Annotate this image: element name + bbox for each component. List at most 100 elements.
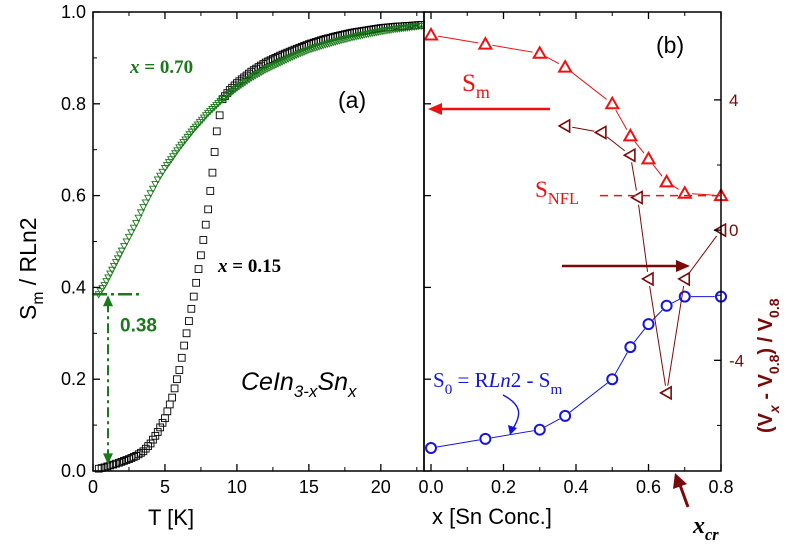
data-point <box>263 65 272 73</box>
data-point <box>141 199 150 207</box>
data-point <box>122 456 131 464</box>
data-point <box>622 147 636 163</box>
marker-bg <box>630 190 645 205</box>
data-point <box>199 236 208 244</box>
data-point <box>337 36 346 45</box>
y-tick-label: 1.0 <box>61 2 86 22</box>
data-point <box>234 83 244 91</box>
data-point <box>606 373 619 386</box>
panel-b: 0.0 0.2 0.4 0.6 0.8 4 0 -4 (Vx - V0.8) / V0.8 x [… <box>418 11 782 544</box>
y-tick-label: 0.6 <box>61 186 86 206</box>
y-axis-label-a: Sm / RLn2 <box>15 217 47 320</box>
data-point <box>269 62 279 70</box>
y-tick-label: 0.0 <box>61 461 86 481</box>
data-point <box>177 353 186 362</box>
x-axis-label-b: x [Sn Conc.] <box>432 504 552 529</box>
data-point <box>557 59 573 73</box>
data-point <box>112 459 120 468</box>
data-point <box>215 111 224 120</box>
data-point <box>104 274 113 282</box>
data-point <box>117 457 126 466</box>
data-point <box>312 44 322 52</box>
data-point <box>360 31 369 39</box>
data-point <box>296 50 305 58</box>
data-point <box>331 38 340 46</box>
marker-bg <box>594 125 609 140</box>
marker-bg <box>623 148 638 163</box>
data-point <box>292 51 301 60</box>
data-point <box>423 26 439 41</box>
data-point <box>253 71 262 79</box>
series-line <box>430 296 721 449</box>
marker-bg <box>659 385 674 401</box>
data-point <box>425 442 437 455</box>
right-axis-label: (Vx - V0.8) / V0.8 <box>755 298 782 433</box>
data-point <box>477 36 494 50</box>
x-tick-label: 0.2 <box>491 477 516 497</box>
arrow-head-down <box>103 453 113 465</box>
series-label-x015: x = 0.15 <box>217 256 281 277</box>
data-point <box>245 76 254 84</box>
data-point <box>127 229 136 237</box>
series-line <box>430 34 722 197</box>
data-point <box>323 40 332 49</box>
data-point <box>189 292 198 301</box>
data-point <box>286 54 295 62</box>
data-point <box>261 66 270 74</box>
data-point <box>284 55 293 63</box>
y-tick-label: 0.4 <box>61 277 86 297</box>
data-point <box>249 73 258 81</box>
data-point <box>151 181 160 189</box>
data-point <box>321 41 330 49</box>
data-point <box>288 53 297 61</box>
data-point <box>642 318 655 331</box>
x-tick-label: 0 <box>88 477 98 497</box>
data-point <box>206 187 215 195</box>
series-x015 <box>94 21 425 473</box>
data-point <box>251 72 260 80</box>
data-point <box>158 168 167 177</box>
series-sm <box>423 26 729 203</box>
data-point <box>168 393 177 402</box>
marker-bg <box>641 271 656 287</box>
data-point <box>660 299 673 312</box>
data-point <box>349 33 359 42</box>
data-point <box>185 317 193 325</box>
xcr-arrow-line <box>678 484 690 508</box>
right-tick-label: -4 <box>729 351 744 370</box>
volume-arrow-head <box>676 260 690 272</box>
data-point <box>115 251 125 259</box>
data-point <box>158 418 167 427</box>
compound-label: CeIn3-xSnx <box>241 368 357 401</box>
data-point <box>137 448 145 457</box>
data-point <box>113 255 123 263</box>
data-point <box>173 375 181 384</box>
data-point <box>134 214 143 223</box>
data-point <box>180 341 188 350</box>
data-point <box>257 68 266 77</box>
y-tick-label: 0.2 <box>61 369 86 389</box>
data-point <box>533 423 546 436</box>
data-point <box>129 453 138 461</box>
data-point <box>298 49 307 57</box>
data-point <box>416 22 426 31</box>
annotation-038: 0.38 <box>120 315 157 336</box>
data-point <box>117 247 126 255</box>
data-point <box>106 270 115 278</box>
data-point <box>329 39 338 47</box>
data-point <box>659 385 672 401</box>
marker-bg <box>557 118 573 134</box>
panel-label-b: (b) <box>656 32 684 58</box>
data-point <box>120 457 128 465</box>
data-point <box>559 409 572 422</box>
data-point <box>109 262 119 271</box>
data-point <box>232 84 242 93</box>
xcr-label: xcr <box>692 513 719 544</box>
data-point <box>109 460 117 469</box>
data-point <box>271 61 281 69</box>
data-point <box>259 67 268 75</box>
arrow-head-up <box>103 295 113 307</box>
data-point <box>280 57 289 65</box>
data-point <box>212 127 221 136</box>
